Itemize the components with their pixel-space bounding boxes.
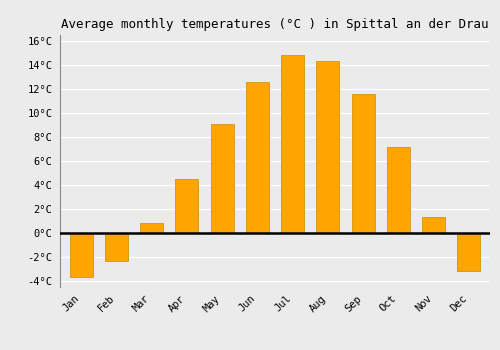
Bar <box>105 233 128 261</box>
Bar <box>246 82 269 233</box>
Title: Average monthly temperatures (°C ) in Spittal an der Drau: Average monthly temperatures (°C ) in Sp… <box>61 18 489 31</box>
Bar <box>387 147 410 233</box>
Bar <box>140 223 163 233</box>
Bar <box>176 179 199 233</box>
Bar <box>70 233 92 278</box>
Bar <box>458 233 480 271</box>
Bar <box>316 61 340 233</box>
Bar <box>281 55 304 233</box>
Bar <box>210 124 234 233</box>
Bar <box>422 217 445 233</box>
Bar <box>352 94 374 233</box>
